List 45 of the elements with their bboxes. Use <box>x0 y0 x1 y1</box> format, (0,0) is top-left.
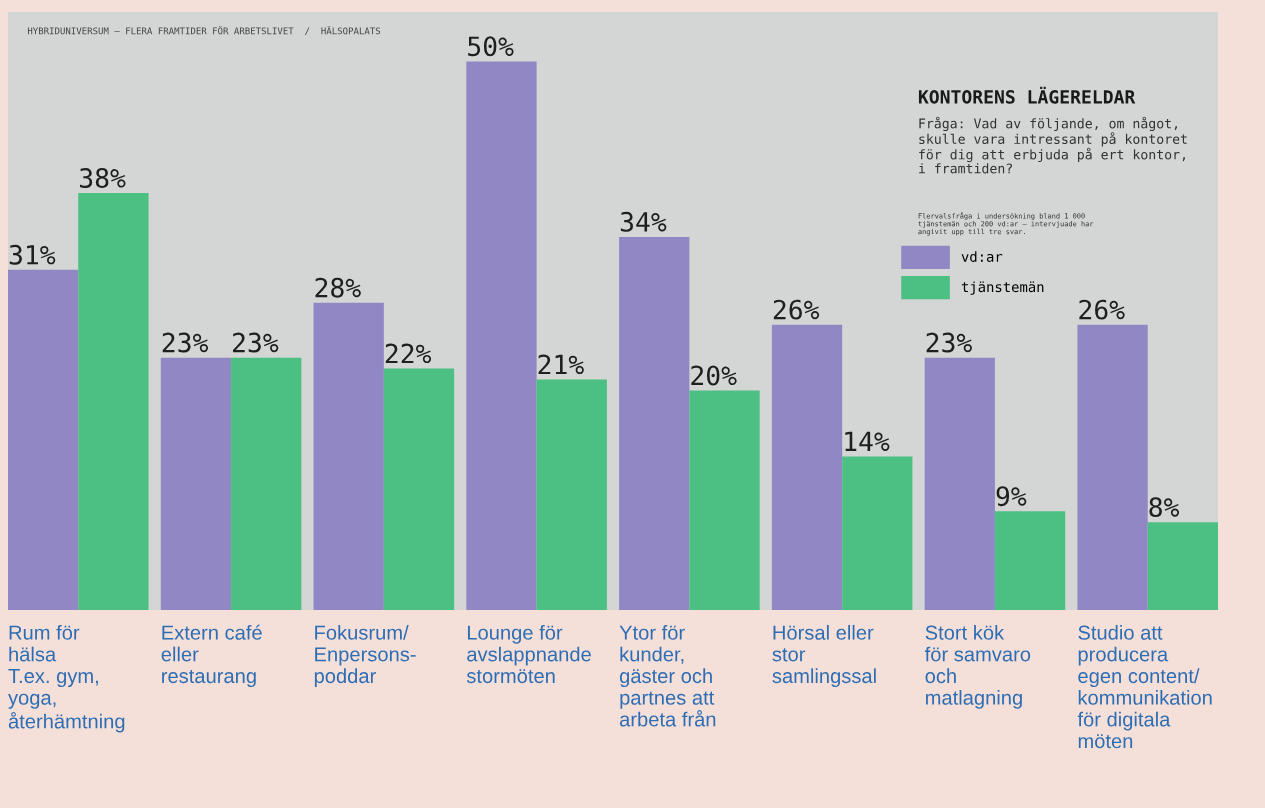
data-label: 23% <box>162 332 209 353</box>
text: KONTORENS LÄGERELDAR <box>918 86 1136 104</box>
data-label: 14% <box>845 431 890 451</box>
data-label: 26% <box>1079 299 1125 320</box>
bar <box>842 456 913 610</box>
x-tick-label: Hörsal eller stor samlingssal <box>772 624 876 688</box>
legend-label: tjänstemän <box>961 281 1044 295</box>
data-label: 20% <box>691 365 737 386</box>
x-tick-label: Ytor för kunder, gäster och partnes att arbeta från <box>619 624 716 727</box>
data-label: 23% <box>233 332 279 353</box>
data-label: 31% <box>9 244 56 265</box>
data-label: 22% <box>385 343 432 364</box>
bar <box>771 324 843 610</box>
x-tick-label: Rum för hälsa T.ex. gym, yoga, återhämtning <box>8 624 125 733</box>
bar <box>619 236 690 610</box>
text: HYBRIDUNIVERSUM – FLERA FRAMTIDER FÖR ARBETSLIVET / HÄLSOPALATS <box>27 25 381 35</box>
bar <box>924 357 995 610</box>
data-label: 28% <box>315 277 361 298</box>
bar <box>160 357 232 610</box>
data-label: 23% <box>926 332 972 353</box>
bar <box>313 302 384 610</box>
text: Fråga: Vad av följande, om något, skulle vara intressant på kontoret för dig att erbjuda på ert kontor, i framtiden? <box>919 116 1187 174</box>
bar <box>231 357 302 610</box>
data-label: 34% <box>620 211 667 232</box>
x-tick-label: Studio att producera egen content/ kommunikation för digitala möten <box>1077 624 1212 749</box>
x-tick-label: Lounge för avslappnande stormöten <box>466 624 591 684</box>
bar <box>466 61 537 610</box>
data-label: 26% <box>773 299 820 320</box>
data-label: 50% <box>468 36 514 57</box>
data-label: 38% <box>80 167 126 188</box>
legend-label: vd:ar <box>961 251 1003 262</box>
data-label: 8% <box>1149 497 1180 518</box>
bar <box>8 269 79 610</box>
bar <box>78 193 149 610</box>
bar <box>994 511 1066 610</box>
x-tick-label: Extern café eller restaurang <box>161 624 262 688</box>
data-label: 21% <box>538 354 584 375</box>
bar <box>1077 324 1148 610</box>
bar <box>383 368 455 610</box>
x-tick-label: Stort kök för samvaro och matlagning <box>924 624 1031 709</box>
bar <box>689 390 760 610</box>
x-tick-label: Fokusrum/ Enpersons- poddar <box>314 624 416 688</box>
bar <box>536 379 607 610</box>
data-label: 9% <box>996 486 1027 507</box>
bar <box>1147 522 1218 610</box>
